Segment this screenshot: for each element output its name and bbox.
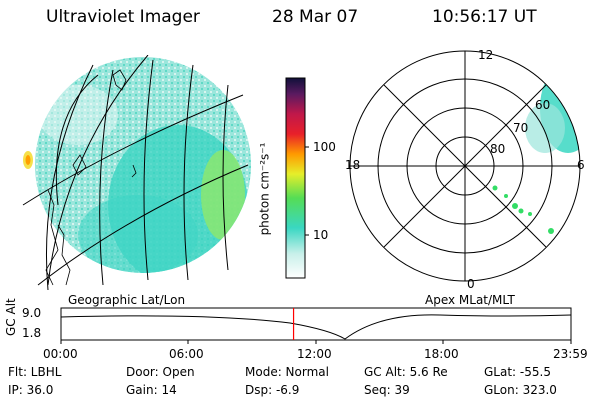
instrument-title: Ultraviolet Imager bbox=[46, 7, 200, 27]
mode-value: Mode: Normal bbox=[245, 365, 329, 379]
altitude-xtick-2359: 23:59 bbox=[553, 347, 588, 361]
mlat-label-80: 80 bbox=[490, 142, 506, 156]
gain-value: Gain: 14 bbox=[126, 383, 177, 397]
left-panel-label: Geographic Lat/Lon bbox=[68, 293, 186, 307]
mlt-label-12: 12 bbox=[478, 48, 494, 62]
altitude-xtick-1200: 12:00 bbox=[297, 347, 332, 361]
altitude-plot-frame bbox=[60, 307, 572, 341]
colorbar-scale bbox=[285, 77, 306, 279]
glat-value: GLat: -55.5 bbox=[484, 365, 551, 379]
dsp-value: Dsp: -6.9 bbox=[245, 383, 300, 397]
geographic-image bbox=[22, 55, 251, 290]
altitude-xtick-0600: 06:00 bbox=[169, 347, 204, 361]
bright-spot-core bbox=[25, 155, 31, 165]
colorbar-tick-100: 100 bbox=[313, 140, 336, 154]
apex-polar-plot bbox=[349, 50, 581, 282]
altitude-xtick-1800: 18:00 bbox=[424, 347, 459, 361]
right-panel-label: Apex MLat/MLT bbox=[425, 293, 515, 307]
door-value: Door: Open bbox=[126, 365, 195, 379]
seq-value: Seq: 39 bbox=[364, 383, 410, 397]
altitude-plot bbox=[60, 307, 572, 344]
altitude-ylabel: GC Alt bbox=[4, 298, 18, 336]
mlat-label-70: 70 bbox=[513, 121, 529, 135]
ip-value: IP: 36.0 bbox=[8, 383, 54, 397]
glon-value: GLon: 323.0 bbox=[484, 383, 557, 397]
altitude-xtick-0000: 00:00 bbox=[43, 347, 78, 361]
colorbar-unit-label: photon cm⁻²s⁻¹ bbox=[257, 142, 272, 236]
coastlines bbox=[45, 69, 137, 286]
date-label: 28 Mar 07 bbox=[272, 7, 359, 27]
auroral-emission bbox=[525, 63, 580, 153]
colorbar-tick-10: 10 bbox=[313, 228, 329, 242]
altitude-curve bbox=[60, 314, 572, 340]
altitude-ytick-low: 1.8 bbox=[22, 326, 42, 340]
gc-alt-value: GC Alt: 5.6 Re bbox=[364, 365, 448, 379]
filter-value: Flt: LBHL bbox=[8, 365, 62, 379]
emission-dots bbox=[492, 185, 554, 234]
mlt-label-0: 0 bbox=[467, 277, 475, 291]
mlt-label-6: 6 bbox=[577, 158, 585, 172]
earth-disk bbox=[35, 57, 251, 273]
colorbar bbox=[285, 77, 309, 279]
time-label: 10:56:17 UT bbox=[432, 7, 537, 27]
latlon-grid bbox=[22, 55, 249, 290]
altitude-ytick-high: 9.0 bbox=[22, 306, 42, 320]
mlt-label-18: 18 bbox=[345, 158, 361, 172]
polar-grid bbox=[349, 50, 581, 282]
mlat-label-60: 60 bbox=[535, 98, 551, 112]
